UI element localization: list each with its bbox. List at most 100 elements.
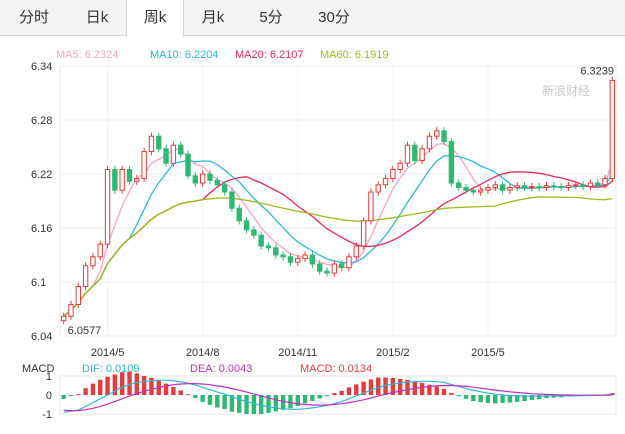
candle-body: [587, 182, 594, 188]
candle-body: [243, 220, 250, 231]
price-tick-label: 6.34: [31, 61, 52, 73]
macd-bar: [149, 377, 154, 395]
candle-body: [287, 256, 294, 263]
macd-bar: [112, 374, 118, 395]
candle-body: [229, 191, 235, 209]
macd-bar: [273, 395, 279, 412]
tab-intraday[interactable]: 分时: [18, 9, 49, 26]
macd-bar: [83, 388, 88, 395]
candle-body: [514, 185, 520, 188]
candle-body: [448, 141, 455, 184]
macd-bar: [178, 390, 183, 395]
macd-bar: [368, 379, 374, 395]
macd-bar: [522, 395, 527, 402]
candle-body: [456, 182, 462, 188]
candle-body: [507, 187, 513, 191]
tab-5min[interactable]: 5分: [259, 9, 283, 26]
candle-body: [368, 191, 374, 222]
tab-weekly-k[interactable]: 周k: [126, 0, 184, 37]
period-tab-bar: 分时 日k 周k 月k 5分 30分: [0, 0, 625, 37]
candle-body: [309, 254, 316, 265]
dea-line: [63, 383, 613, 412]
macd-bar: [332, 393, 337, 395]
macd-bar: [200, 395, 205, 402]
macd-bar: [354, 384, 359, 395]
candle-body: [273, 247, 279, 256]
candle-body: [170, 144, 177, 164]
macd-bar: [471, 395, 476, 402]
macd-bar: [610, 393, 615, 395]
macd-bar: [163, 383, 169, 395]
ma-legend-ma60: MA60: 6.1919: [320, 49, 389, 61]
macd-tick-label: 0: [46, 390, 52, 402]
ma-legend-ma5: MA5: 6.2324: [56, 49, 118, 61]
candle-body: [397, 162, 403, 170]
macd-bar: [215, 395, 220, 408]
candle-body: [324, 270, 330, 274]
ma-legend-ma20: MA20: 6.2107: [235, 49, 304, 61]
price-tick-label: 6.28: [31, 115, 52, 127]
candle-body: [236, 207, 242, 222]
candle-body: [178, 144, 184, 155]
candle-body: [207, 173, 213, 181]
candle-body: [565, 185, 572, 188]
ma20-line: [63, 171, 613, 317]
macd-bar: [419, 382, 425, 395]
candle-body: [382, 178, 389, 186]
candle-body: [331, 263, 338, 274]
macd-bar: [324, 395, 330, 397]
time-tick-label: 2015/2: [376, 347, 410, 359]
macd-bar: [68, 395, 74, 397]
macd-bar: [280, 395, 286, 410]
macd-plot-frame: [59, 375, 617, 415]
macd-bar: [361, 381, 366, 395]
time-tick-label: 2015/5: [471, 347, 505, 359]
candle-body: [265, 245, 272, 249]
price-grid: [59, 65, 617, 337]
macd-bar: [463, 395, 469, 399]
candle-body: [112, 169, 118, 191]
candle-body: [302, 254, 308, 260]
extreme-annotations: 6.3239 6.0577: [68, 65, 614, 337]
price-tick-label: 6.04: [31, 331, 52, 343]
macd-bar: [134, 373, 140, 395]
candle-body: [609, 79, 616, 179]
candle-body: [543, 185, 550, 188]
time-tick-label: 2014/5: [91, 347, 125, 359]
candle-body: [82, 265, 89, 288]
macd-bar: [258, 395, 264, 414]
macd-bar: [229, 395, 235, 412]
candle-body: [602, 178, 608, 186]
macd-bar: [544, 395, 549, 399]
macd-bar: [251, 395, 257, 414]
candle-body: [551, 185, 557, 188]
candle-body: [68, 304, 74, 317]
macd-bar: [376, 377, 381, 395]
macd-bar: [434, 386, 439, 395]
macd-bar: [90, 383, 96, 395]
macd-tick-label: 1: [46, 371, 52, 383]
ma-legend: MA5: 6.2324 MA10: 6.2204 MA20: 6.2107 MA60:…: [56, 49, 389, 61]
candle-body: [148, 135, 155, 152]
tab-daily-k[interactable]: 日k: [85, 9, 109, 26]
macd-bar: [127, 371, 132, 395]
candles: [60, 76, 616, 325]
macd-bar: [478, 395, 483, 403]
macd-legend-dea: DEA: 0.0043: [190, 363, 252, 375]
macd-bar: [171, 387, 176, 395]
macd-bar: [529, 395, 535, 400]
macd-bar: [105, 376, 110, 395]
macd-bar: [207, 395, 213, 405]
kline-chart: 新浪财经 6.346.286.226.166.16.04 2014/5 2014/…: [22, 49, 617, 421]
macd-bar: [310, 395, 315, 402]
tab-monthly-k[interactable]: 月k: [201, 9, 225, 26]
price-plot-frame: [59, 65, 617, 337]
candle-body: [185, 153, 191, 177]
macd-bar: [390, 377, 396, 395]
candle-body: [492, 184, 498, 189]
tab-30min[interactable]: 30分: [318, 9, 350, 26]
macd-bar: [449, 393, 454, 395]
macd-bar: [141, 376, 147, 395]
macd-bar: [295, 395, 300, 407]
candle-body: [156, 135, 162, 150]
